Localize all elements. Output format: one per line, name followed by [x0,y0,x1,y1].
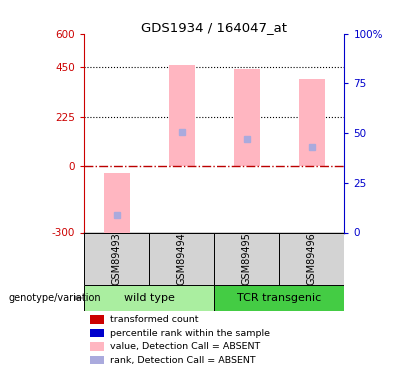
Text: GDS1934 / 164047_at: GDS1934 / 164047_at [141,21,287,34]
Bar [104,173,129,239]
Bar [84,285,214,311]
Text: GSM89496: GSM89496 [307,232,317,285]
Text: GSM89495: GSM89495 [242,232,252,285]
Bar [169,64,195,166]
Text: transformed count: transformed count [110,315,199,324]
Bar [234,69,260,166]
Bar [299,79,325,166]
Text: value, Detection Call = ABSENT: value, Detection Call = ABSENT [110,342,260,351]
Bar [149,232,214,285]
Polygon shape [74,295,84,301]
Bar [214,285,344,311]
Text: GSM89494: GSM89494 [177,232,186,285]
Text: GSM89493: GSM89493 [112,232,121,285]
Bar [279,232,344,285]
Bar [84,232,149,285]
Bar [214,232,279,285]
Text: genotype/variation: genotype/variation [8,293,101,303]
Text: percentile rank within the sample: percentile rank within the sample [110,328,270,338]
Text: wild type: wild type [123,293,175,303]
Text: rank, Detection Call = ABSENT: rank, Detection Call = ABSENT [110,356,256,364]
Text: TCR transgenic: TCR transgenic [237,293,321,303]
